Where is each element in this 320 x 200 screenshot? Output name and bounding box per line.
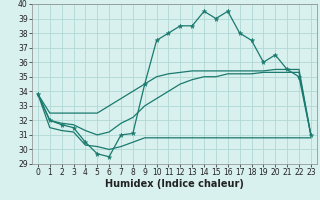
X-axis label: Humidex (Indice chaleur): Humidex (Indice chaleur) — [105, 179, 244, 189]
